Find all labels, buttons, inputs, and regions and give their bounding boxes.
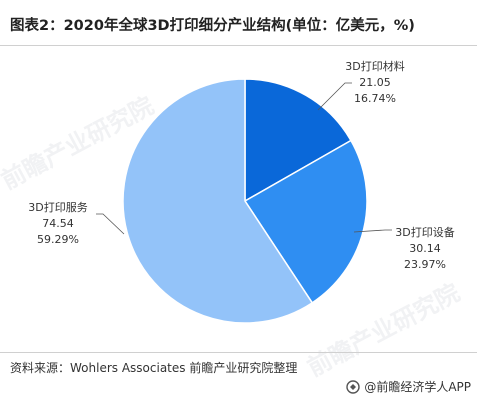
leader-line — [317, 82, 352, 111]
pie-chart: 3D打印材料 21.05 16.74% 3D打印设备 30.14 23.97% 3D打印服务… — [28, 59, 455, 324]
pie-slice — [244, 78, 352, 203]
source-note: 资料来源：Wohlers Associates 前瞻产业研究院整理 — [10, 361, 298, 375]
qianzhan-logo-icon — [346, 379, 361, 394]
leader-line — [353, 229, 392, 233]
slice-label-name: 3D打印材料 — [345, 59, 404, 73]
brand-label: @前瞻经济学人APP — [364, 380, 471, 394]
slice-label-value: 74.54 — [42, 217, 74, 230]
slice-label-value: 21.05 — [359, 76, 391, 89]
brand-credit: @前瞻经济学人APP — [346, 378, 471, 395]
leader-line — [96, 213, 125, 235]
pie-slice — [122, 78, 314, 324]
slice-label-percent: 16.74% — [354, 92, 396, 105]
chart-title: 图表2：2020年全球3D打印细分产业结构(单位：亿美元，%) — [10, 18, 415, 34]
slice-label-percent: 23.97% — [404, 258, 446, 271]
pie-slice — [243, 139, 368, 304]
slice-label-percent: 59.29% — [37, 233, 79, 246]
slice-label-value: 30.14 — [409, 242, 441, 255]
slice-label-name: 3D打印服务 — [28, 200, 87, 214]
footer-divider — [0, 352, 477, 353]
slice-label-name: 3D打印设备 — [395, 225, 454, 239]
title-divider — [0, 45, 477, 46]
